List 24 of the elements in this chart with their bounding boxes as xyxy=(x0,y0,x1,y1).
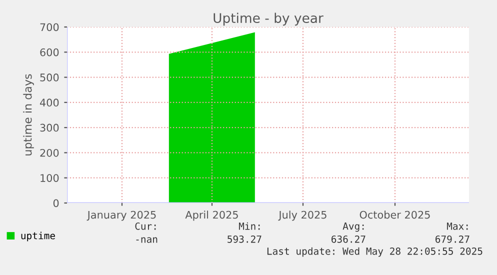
y-tick-label: 300 xyxy=(40,124,59,132)
chart-title: Uptime - by year xyxy=(214,12,324,26)
text: Max: xyxy=(446,222,468,230)
text: -nan xyxy=(136,237,158,243)
x-tick-label: July 2025 xyxy=(278,210,326,221)
text: Last update: Wed May 28 22:05:55 2025 xyxy=(267,247,482,257)
x-tick-label: January 2025 xyxy=(86,210,156,221)
text: Cur: xyxy=(135,222,156,230)
y-axis-title: uptime in days xyxy=(23,74,34,156)
text: 636.27 xyxy=(332,235,366,243)
text: 679.27 xyxy=(436,235,470,243)
y-tick-label: 500 xyxy=(40,74,59,82)
y-tick-label: 700 xyxy=(40,23,59,32)
text: Avg: xyxy=(342,222,364,232)
y-tick-label: 0 xyxy=(53,199,59,208)
text: Min: xyxy=(238,222,260,230)
text: 593.27 xyxy=(228,235,262,243)
y-tick-label: 200 xyxy=(40,148,59,157)
y-tick-label: 600 xyxy=(40,48,59,56)
x-tick-label: April 2025 xyxy=(185,210,238,221)
x-tick-label: October 2025 xyxy=(360,210,430,219)
y-tick-label: 400 xyxy=(40,98,59,107)
legend-label: uptime xyxy=(21,232,55,242)
y-tick-label: 100 xyxy=(40,174,59,182)
